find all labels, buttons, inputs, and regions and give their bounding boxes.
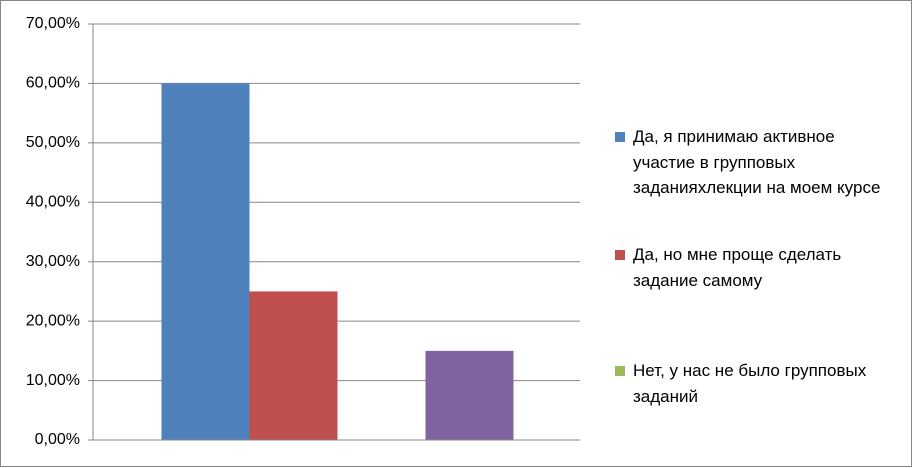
legend-label: Да, я принимаю активное участие в группо… (633, 127, 881, 197)
y-tick-label: 20,00% (26, 312, 80, 329)
y-tick-label: 30,00% (26, 253, 80, 270)
legend-label: Нет, у нас не было групповых заданий (633, 361, 867, 406)
legend-swatch (615, 132, 625, 142)
legend-swatch (615, 366, 625, 376)
y-tick-label: 60,00% (26, 75, 80, 92)
y-tick-label: 50,00% (26, 134, 80, 151)
legend-entry: Да, я принимаю активное участие в группо… (615, 124, 890, 201)
y-tick-label: 0,00% (35, 431, 80, 448)
bar (249, 291, 338, 440)
bar (161, 83, 250, 440)
bar (425, 350, 514, 440)
y-tick-label: 70,00% (26, 15, 80, 32)
legend-swatch (615, 250, 625, 260)
legend-entry: Нет, у нас не было групповых заданий (615, 358, 890, 409)
legend-label: Да, но мне проще сделать задание самому (633, 245, 842, 290)
legend-entry: Да, но мне проще сделать задание самому (615, 242, 890, 293)
y-tick-label: 40,00% (26, 194, 80, 211)
y-tick-label: 10,00% (26, 372, 80, 389)
